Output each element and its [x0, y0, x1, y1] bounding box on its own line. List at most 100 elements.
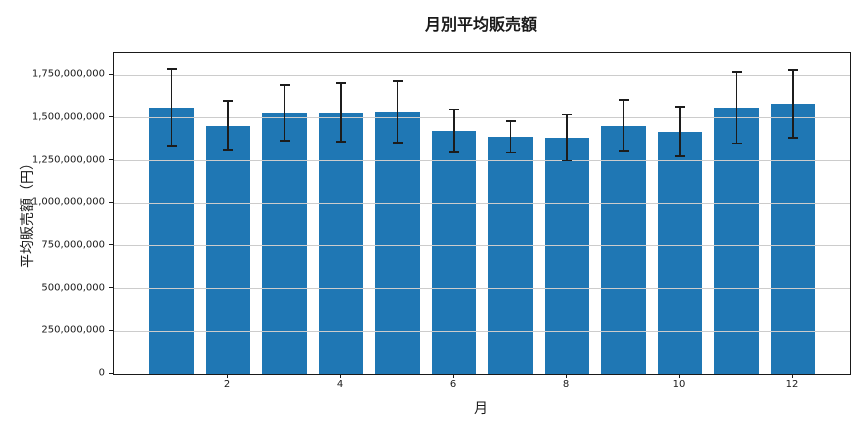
- y-tick-mark: [109, 159, 113, 161]
- errorbar-cap-bottom: [562, 159, 572, 162]
- gridline: [114, 245, 850, 247]
- gridline: [114, 117, 850, 119]
- y-tick-label: 1,000,000,000: [31, 196, 105, 208]
- gridline: [114, 160, 850, 162]
- x-tick-mark: [791, 374, 793, 378]
- bar-month-5: [375, 111, 420, 374]
- bar-month-4: [318, 112, 364, 374]
- bar-month-10: [657, 131, 703, 374]
- errorbar-month-2: [223, 99, 233, 152]
- errorbar-cap-bottom: [788, 137, 798, 140]
- bar-month-11: [714, 107, 759, 374]
- x-tick-mark: [226, 374, 228, 378]
- x-tick-label: 6: [449, 379, 457, 390]
- bar-month-1: [149, 107, 194, 374]
- errorbar-cap-top: [731, 70, 742, 73]
- errorbar-line: [283, 83, 286, 142]
- errorbar-cap-top: [618, 99, 629, 101]
- errorbar-cap-bottom: [279, 140, 290, 142]
- bar-month-6: [431, 130, 477, 374]
- chart-title: 月別平均販売額: [424, 15, 537, 34]
- errorbar-cap-bottom: [731, 142, 742, 145]
- errorbar-line: [735, 70, 738, 145]
- errorbar-month-10: [675, 106, 685, 157]
- y-tick-label: 750,000,000: [41, 239, 105, 251]
- errorbar-cap-top: [675, 106, 685, 109]
- errorbar-cap-top: [336, 82, 346, 85]
- errorbar-cap-top: [562, 113, 572, 116]
- errorbar-line: [679, 106, 681, 157]
- errorbar-cap-bottom: [166, 145, 177, 147]
- bar-month-7: [488, 136, 533, 374]
- y-tick-mark: [109, 329, 113, 331]
- errorbar-line: [792, 69, 794, 140]
- x-tick-label: 4: [336, 379, 344, 390]
- y-tick-mark: [109, 287, 113, 289]
- x-tick-label: 8: [562, 379, 570, 390]
- errorbar-line: [622, 99, 625, 153]
- errorbar-cap-top: [166, 68, 177, 71]
- y-tick-label: 1,750,000,000: [31, 68, 105, 80]
- x-tick-label: 12: [785, 379, 799, 390]
- bar-month-2: [205, 125, 251, 374]
- errorbar-line: [227, 99, 229, 152]
- errorbar-month-9: [618, 99, 629, 153]
- errorbar-cap-bottom: [449, 151, 459, 153]
- errorbar-month-1: [166, 68, 177, 147]
- errorbar-cap-top: [392, 79, 403, 82]
- x-axis-label: 月: [474, 401, 488, 417]
- errorbar-month-4: [336, 82, 346, 144]
- errorbar-line: [170, 68, 173, 147]
- errorbar-cap-top: [788, 69, 798, 72]
- gridline: [114, 330, 850, 332]
- y-tick-mark: [109, 372, 113, 374]
- y-tick-label: 1,500,000,000: [31, 111, 105, 123]
- errorbar-line: [566, 113, 568, 162]
- y-axis-label: 平均販売額（円）: [20, 156, 36, 268]
- errorbar-cap-top: [449, 108, 459, 111]
- bar-month-8: [544, 137, 590, 374]
- y-tick-mark: [109, 73, 113, 75]
- gridline: [114, 202, 850, 204]
- x-tick-mark: [678, 374, 680, 378]
- errorbar-line: [396, 79, 399, 145]
- errorbar-cap-top: [505, 119, 516, 122]
- y-tick-label: 250,000,000: [41, 324, 105, 336]
- errorbar-month-11: [731, 70, 742, 145]
- gridline: [114, 288, 850, 290]
- errorbar-line: [453, 108, 455, 153]
- y-tick-label: 1,250,000,000: [31, 154, 105, 166]
- errorbar-month-8: [562, 113, 572, 162]
- bar-month-9: [601, 125, 646, 374]
- errorbar-month-7: [505, 119, 516, 154]
- x-tick-label: 10: [672, 379, 686, 390]
- errorbar-cap-bottom: [223, 149, 233, 152]
- errorbar-cap-bottom: [392, 142, 403, 145]
- errorbar-line: [340, 82, 342, 144]
- errorbar-month-6: [449, 108, 459, 153]
- gridline: [114, 74, 850, 76]
- y-tick-mark: [109, 116, 113, 118]
- bar-month-12: [770, 104, 816, 374]
- errorbar-cap-bottom: [505, 151, 516, 154]
- errorbar-month-5: [392, 79, 403, 145]
- x-tick-mark: [339, 374, 341, 378]
- x-tick-mark: [565, 374, 567, 378]
- errorbar-cap-bottom: [336, 141, 346, 144]
- y-tick-mark: [109, 244, 113, 246]
- x-tick-label: 2: [223, 379, 231, 390]
- plot-area: [113, 52, 851, 375]
- y-tick-label: 500,000,000: [41, 282, 105, 294]
- errorbar-cap-bottom: [618, 150, 629, 153]
- bar-month-3: [262, 112, 307, 374]
- x-tick-mark: [452, 374, 454, 378]
- errorbar-cap-bottom: [675, 155, 685, 157]
- errorbar-month-12: [788, 69, 798, 140]
- errorbar-line: [509, 119, 512, 154]
- errorbar-month-3: [279, 83, 290, 142]
- errorbar-cap-top: [279, 83, 290, 86]
- y-tick-mark: [109, 201, 113, 203]
- errorbar-cap-top: [223, 99, 233, 102]
- y-tick-label: 0: [98, 367, 105, 379]
